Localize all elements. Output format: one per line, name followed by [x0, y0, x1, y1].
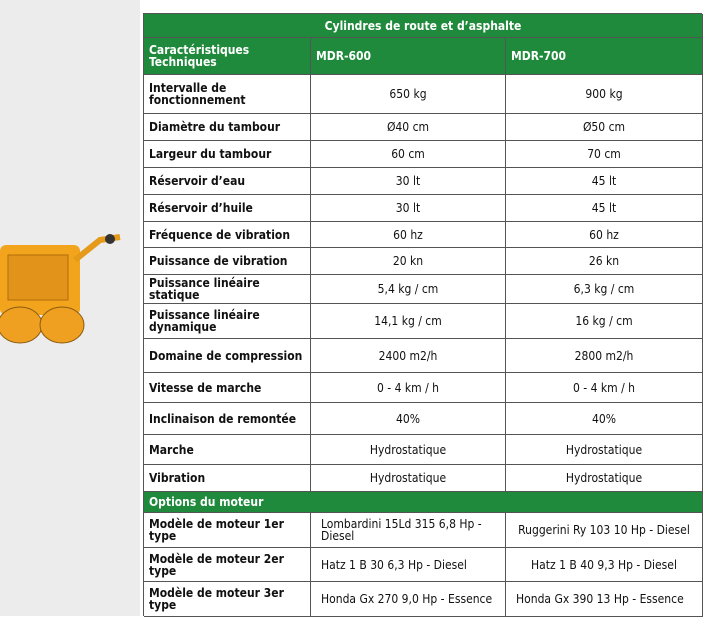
- value-cell: 60 hz: [311, 222, 506, 248]
- value-cell: 26 kn: [506, 248, 703, 275]
- value-cell: 16 kg / cm: [506, 304, 703, 339]
- row-label: Fréquence de vibration: [144, 222, 311, 248]
- value-cell: 5,4 kg / cm: [311, 275, 506, 304]
- table-title: Cylindres de route et d’asphalte: [144, 14, 703, 38]
- row-label: Vibration: [144, 465, 311, 492]
- value-cell: 20 kn: [311, 248, 506, 275]
- value-cell: Ø50 cm: [506, 114, 703, 141]
- row-label: Intervalle de fonctionnement: [144, 75, 311, 114]
- row-label: Domaine de compression: [144, 339, 311, 373]
- value-cell: 14,1 kg / cm: [311, 304, 506, 339]
- value-cell: Ø40 cm: [311, 114, 506, 141]
- value-cell: 2400 m2/h: [311, 339, 506, 373]
- value-cell: 650 kg: [311, 75, 506, 114]
- value-cell: 40%: [311, 403, 506, 435]
- value-cell: 2800 m2/h: [506, 339, 703, 373]
- row-label: Modèle de moteur 2er type: [144, 548, 311, 582]
- value-cell: Hatz 1 B 40 9,3 Hp - Diesel: [506, 548, 703, 582]
- value-cell: 70 cm: [506, 141, 703, 168]
- value-cell: 0 - 4 km / h: [311, 373, 506, 403]
- row-label: Largeur du tambour: [144, 141, 311, 168]
- value-cell: 6,3 kg / cm: [506, 275, 703, 304]
- value-cell: 45 lt: [506, 168, 703, 195]
- value-cell: 30 lt: [311, 168, 506, 195]
- row-label: Diamètre du tambour: [144, 114, 311, 141]
- row-label: Réservoir d’eau: [144, 168, 311, 195]
- value-cell: Hydrostatique: [506, 465, 703, 492]
- value-cell: Hatz 1 B 30 6,3 Hp - Diesel: [311, 548, 506, 582]
- section-header: Options du moteur: [144, 492, 703, 513]
- row-label: Vitesse de marche: [144, 373, 311, 403]
- value-cell: 45 lt: [506, 195, 703, 222]
- column-header: Caractéristiques Techniques: [144, 38, 311, 75]
- value-cell: 60 cm: [311, 141, 506, 168]
- column-header: MDR-600: [311, 38, 506, 75]
- value-cell: Honda Gx 270 9,0 Hp - Essence: [311, 582, 506, 617]
- row-label: Puissance de vibration: [144, 248, 311, 275]
- value-cell: Hydrostatique: [311, 465, 506, 492]
- value-cell: 60 hz: [506, 222, 703, 248]
- row-label: Marche: [144, 435, 311, 465]
- value-cell: Honda Gx 390 13 Hp - Essence: [506, 582, 703, 617]
- roller-image: [0, 234, 121, 344]
- value-cell: 0 - 4 km / h: [506, 373, 703, 403]
- spec-table: Cylindres de route et d’asphalte Caractér…: [143, 13, 703, 617]
- value-cell: 40%: [506, 403, 703, 435]
- value-cell: Hydrostatique: [506, 435, 703, 465]
- value-cell: Hydrostatique: [311, 435, 506, 465]
- value-cell: 30 lt: [311, 195, 506, 222]
- row-label: Modèle de moteur 1er type: [144, 513, 311, 548]
- row-label: Modèle de moteur 3er type: [144, 582, 311, 617]
- row-label: Puissance linéaire statique: [144, 275, 311, 304]
- value-cell: 900 kg: [506, 75, 703, 114]
- value-cell: Ruggerini Ry 103 10 Hp - Diesel: [506, 513, 703, 548]
- row-label: Inclinaison de remontée: [144, 403, 311, 435]
- value-cell: Lombardini 15Ld 315 6,8 Hp - Diesel: [311, 513, 506, 548]
- row-label: Puissance linéaire dynamique: [144, 304, 311, 339]
- row-label: Réservoir d’huile: [144, 195, 311, 222]
- column-header: MDR-700: [506, 38, 703, 75]
